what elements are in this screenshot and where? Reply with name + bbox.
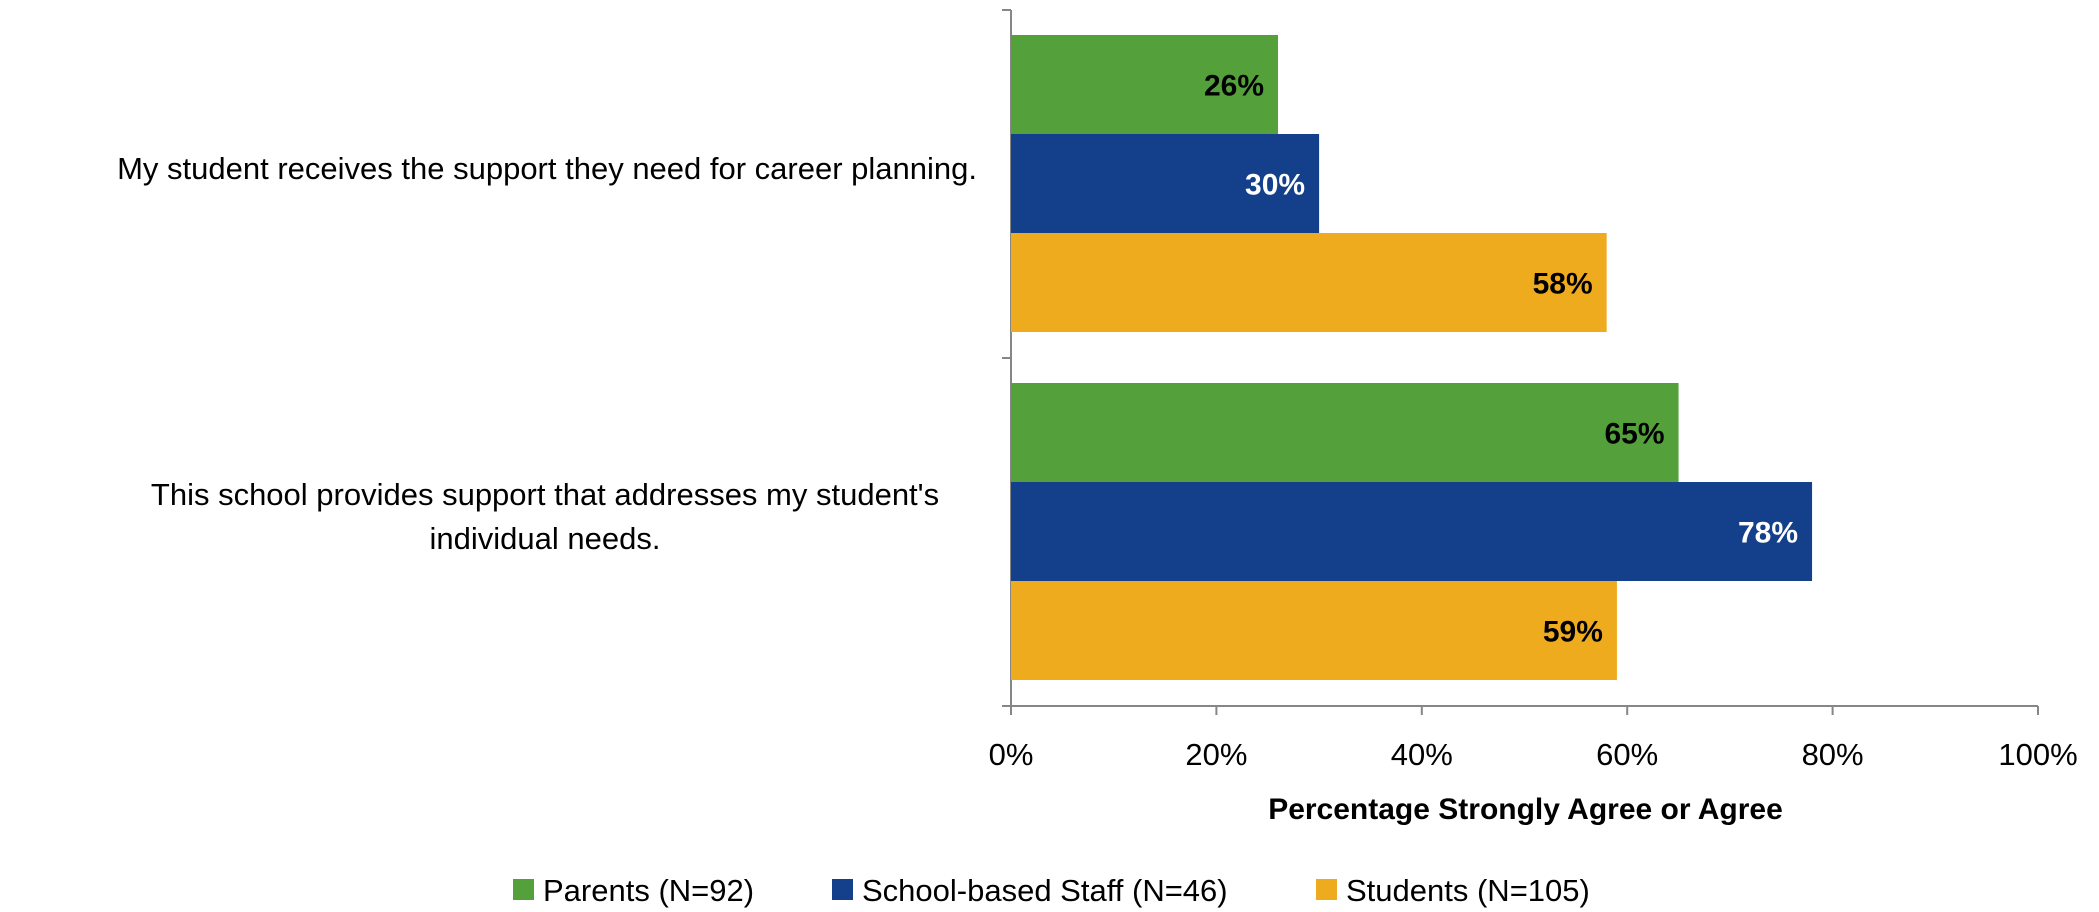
bar: [1011, 482, 1813, 581]
legend-swatch: [832, 879, 853, 900]
legend-label: Students (N=105): [1346, 873, 1590, 908]
data-label: 65%: [1605, 418, 1665, 451]
x-axis-title: Percentage Strongly Agree or Agree: [1268, 793, 1783, 826]
data-labels: 26% 30% 58% 65% 78% 59%: [1204, 70, 1798, 649]
x-tick-label: 20%: [1185, 737, 1247, 772]
bar: [1011, 383, 1679, 482]
bar: [1011, 134, 1320, 233]
category-label: My student receives the support they nee…: [117, 151, 977, 186]
bars: [1011, 35, 1813, 680]
bar: [1011, 581, 1617, 680]
legend-label: School-based Staff (N=46): [862, 873, 1228, 908]
x-tick-label: 0%: [989, 737, 1034, 772]
category-label-line: This school provides support that addres…: [151, 477, 939, 512]
x-tick-label: 60%: [1596, 737, 1658, 772]
category-labels: My student receives the support they nee…: [117, 151, 977, 556]
x-tick-label: 80%: [1802, 737, 1864, 772]
legend-swatch: [513, 879, 534, 900]
bar: [1011, 233, 1607, 332]
legend-label: Parents (N=92): [543, 873, 754, 908]
data-label: 78%: [1738, 517, 1798, 550]
x-tick-label: 40%: [1391, 737, 1453, 772]
x-tick-label: 100%: [1998, 737, 2077, 772]
data-label: 59%: [1543, 616, 1603, 649]
data-label: 58%: [1533, 268, 1593, 301]
legend: Parents (N=92) School-based Staff (N=46) S…: [513, 873, 1590, 908]
x-tick-labels: 0% 20% 40% 60% 80% 100%: [989, 737, 2078, 772]
category-label: This school provides support that addres…: [151, 477, 939, 556]
data-label: 30%: [1245, 169, 1305, 202]
legend-swatch: [1316, 879, 1337, 900]
data-label: 26%: [1204, 70, 1264, 103]
category-label-line: individual needs.: [430, 521, 661, 556]
bar: [1011, 35, 1279, 134]
